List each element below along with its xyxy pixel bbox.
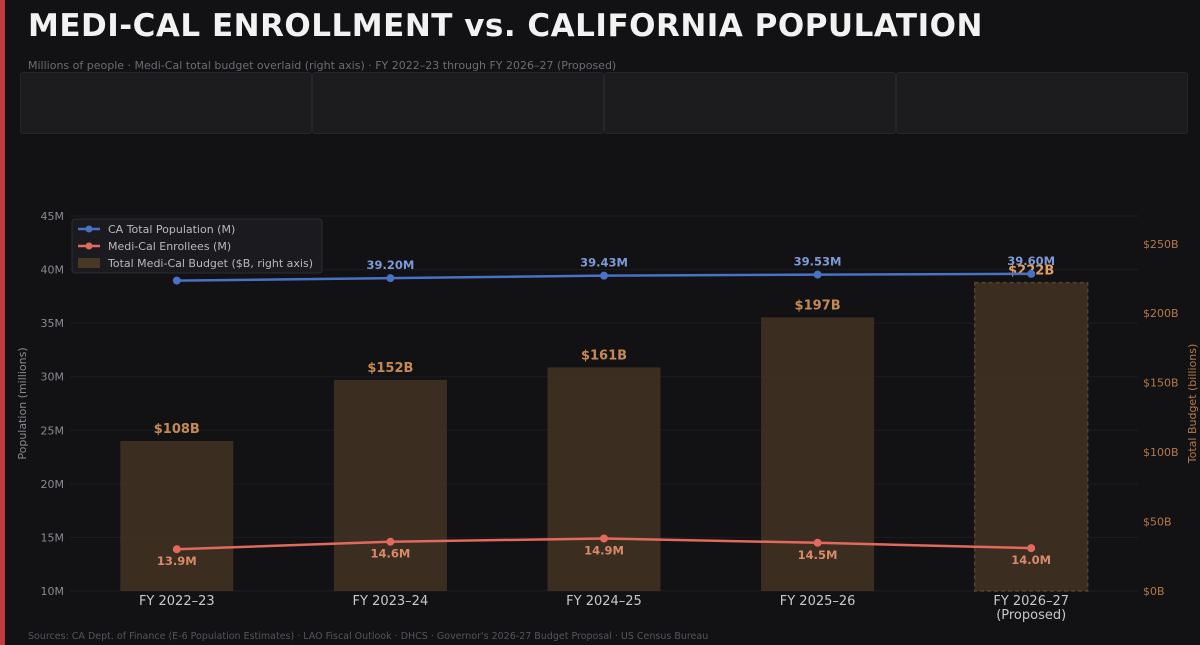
x-tick-label: FY 2022–23 [139, 594, 215, 609]
right-tick-label: $250B [1143, 238, 1179, 251]
left-tick-label: 20M [41, 478, 65, 491]
budget-bar [973, 281, 1089, 592]
budget-bar [120, 441, 234, 591]
right-tick-label: $50B [1143, 516, 1172, 529]
left-axis-title: Population (millions) [16, 347, 29, 459]
enrollees-label: 14.6M [370, 547, 410, 561]
population-point [1027, 269, 1036, 278]
x-tick-label: FY 2026–27 (Proposed) [993, 594, 1069, 623]
x-tick-label: FY 2025–26 [780, 594, 856, 609]
x-tick-line: FY 2025–26 [780, 594, 856, 609]
x-tick-line: FY 2023–24 [353, 594, 429, 609]
x-tick-label: FY 2023–24 [353, 594, 429, 609]
page-subtitle: Millions of people · Medi-Cal total budg… [28, 59, 617, 72]
legend-box [71, 218, 323, 274]
x-tick-line: FY 2024–25 [566, 594, 642, 609]
population-point [813, 270, 822, 279]
summary-card [312, 72, 604, 134]
chart-area: 10M 15M 20M 25M 30M 35M 40M 45M $0B $50B $100B $150… [0, 200, 1200, 630]
budget-label: $161B [581, 348, 627, 363]
sources-footer: Sources: CA Dept. of Finance (E-6 Popula… [28, 631, 709, 642]
budget-label: $152B [367, 361, 413, 376]
population-label: 39.43M [580, 256, 628, 270]
left-tick-label: 15M [41, 531, 65, 544]
legend-label: Total Medi-Cal Budget ($B, right axis) [107, 257, 313, 270]
population-point [600, 271, 608, 280]
legend-label: Medi-Cal Enrollees (M) [108, 240, 231, 253]
budget-label: $197B [795, 298, 841, 313]
population-label: 39.53M [794, 255, 842, 269]
right-axis-title: Total Budget (billions) [1186, 344, 1199, 464]
budget-bar [547, 367, 661, 591]
population-point [172, 276, 181, 285]
legend-swatch [78, 258, 100, 268]
enrollees-label: 14.0M [1011, 553, 1051, 567]
accent-bar [0, 0, 5, 645]
summary-card [896, 72, 1188, 134]
population-label: 39.60M [1007, 254, 1055, 268]
legend-swatch-dot [85, 225, 93, 233]
summary-card [604, 72, 896, 134]
left-tick-label: 30M [41, 371, 65, 384]
left-tick-label: 40M [41, 264, 65, 277]
budget-bar [333, 379, 447, 591]
legend-label: CA Total Population (M) [108, 223, 235, 236]
left-tick-label: 45M [41, 210, 65, 223]
x-tick-line: FY 2022–23 [139, 594, 215, 609]
population-label: 39.20M [366, 258, 414, 272]
x-tick-line: (Proposed) [996, 608, 1066, 623]
summary-card [20, 72, 312, 134]
combo-chart: 10M 15M 20M 25M 30M 35M 40M 45M $0B $50B $100B $150… [16, 210, 1199, 623]
legend-swatch-dot [85, 242, 93, 250]
x-tick-line: FY 2026–27 [993, 594, 1069, 609]
enrollees-label: 14.9M [584, 544, 624, 558]
x-tick-label: FY 2024–25 [566, 594, 642, 609]
enrollees-point [600, 534, 608, 543]
page-title: MEDI-CAL ENROLLMENT vs. CALIFORNIA POPUL… [28, 8, 983, 44]
enrollees-label: 13.9M [157, 554, 197, 568]
enrollees-label: 14.5M [798, 548, 838, 562]
population-point [386, 274, 395, 283]
enrollees-point [386, 537, 395, 546]
summary-cards [20, 72, 1188, 134]
enrollees-point [813, 538, 822, 547]
left-tick-label: 35M [41, 317, 65, 330]
enrollees-point [1027, 544, 1036, 553]
left-tick-label: 25M [41, 424, 65, 437]
budget-label: $108B [154, 422, 200, 437]
enrollees-point [172, 545, 181, 554]
right-tick-label: $200B [1143, 307, 1179, 320]
right-tick-label: $150B [1143, 377, 1179, 390]
right-tick-label: $0B [1143, 585, 1165, 598]
left-tick-label: 10M [41, 585, 65, 598]
right-tick-label: $100B [1143, 446, 1179, 459]
